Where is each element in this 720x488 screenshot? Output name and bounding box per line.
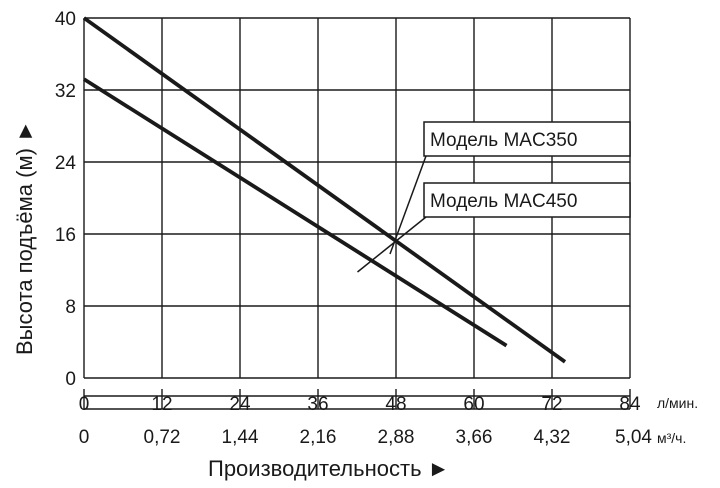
callout-leader-mac450	[357, 216, 427, 273]
y-axis-title: Высота подъёма (м) ►	[12, 120, 37, 355]
series-line-mac450	[82, 77, 508, 348]
y-tick-label: 40	[55, 9, 76, 30]
callout-box-mac450	[423, 182, 631, 218]
y-tick-label: 8	[65, 297, 76, 318]
tick-labels: 0 8 16 24 32 40 0 12 24 36 48 60 72 84 0 0,72 1,44 2,16 2,…	[55, 9, 653, 448]
x-tick-label-secondary: 2,16	[300, 427, 337, 448]
y-tick-label: 24	[55, 153, 77, 174]
x-tick-label-primary: 0	[79, 394, 90, 415]
x-tick-label-secondary: 0,72	[144, 427, 181, 448]
x-tick-label-primary: 48	[385, 394, 406, 415]
x-tick-label-secondary: 4,32	[534, 427, 571, 448]
series-lines	[82, 16, 567, 364]
x-tick-label-secondary: 5,04	[615, 427, 652, 448]
callout-leader-mac350	[389, 155, 427, 255]
axis-units: л/мин. м³/ч.	[657, 395, 698, 446]
x-tick-label-primary: 36	[307, 394, 328, 415]
x-tick-label-secondary: 3,66	[456, 427, 493, 448]
y-tick-label: 0	[65, 369, 76, 390]
x-unit-secondary: м³/ч.	[657, 430, 686, 446]
x-tick-label-primary: 60	[463, 394, 484, 415]
x-tick-label-primary: 84	[619, 394, 641, 415]
x-tick-label-primary: 72	[541, 394, 562, 415]
x-tick-label-secondary: 0	[79, 427, 90, 448]
x-tick-label-primary: 12	[151, 394, 172, 415]
y-tick-label: 16	[55, 225, 76, 246]
x-unit-primary: л/мин.	[657, 395, 698, 411]
series-line-mac350	[82, 16, 567, 364]
callout-label-mac450: Модель MAC450	[430, 191, 577, 212]
x-tick-label-secondary: 1,44	[222, 427, 259, 448]
callout-label-mac350: Модель MAC350	[430, 130, 577, 151]
x-axis-title: Производительность ►	[208, 456, 449, 481]
callout-box-mac350	[423, 121, 631, 157]
x-tick-label-secondary: 2,88	[378, 427, 415, 448]
y-tick-label: 32	[55, 81, 76, 102]
legend-callouts: Модель MAC350 Модель MAC450	[357, 121, 631, 273]
x-tick-label-primary: 24	[229, 394, 251, 415]
